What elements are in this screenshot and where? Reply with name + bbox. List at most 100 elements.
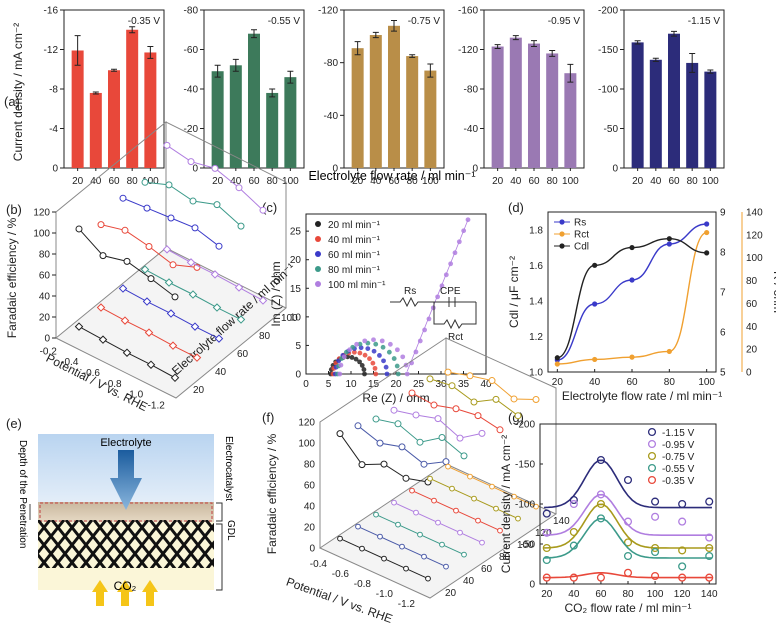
f-point <box>532 396 540 403</box>
b-point <box>120 316 130 325</box>
c-point <box>395 371 401 377</box>
a1-bar <box>144 52 157 168</box>
b-point <box>188 290 198 299</box>
f-xtick-label: -1.2 <box>398 599 416 610</box>
b-point <box>123 257 131 265</box>
g-point <box>623 517 633 526</box>
gdl-fiber <box>205 557 214 568</box>
b-point <box>235 184 243 192</box>
g-ylabel: Current density / mA cm⁻² <box>499 435 513 573</box>
b-xtick-label: -0.8 <box>104 379 122 390</box>
g-point <box>596 499 605 509</box>
layer-brackets <box>216 502 223 591</box>
a2-xtick-label: 80 <box>267 176 279 187</box>
g-legend-label: -1.15 V <box>662 428 695 439</box>
f-point-bottom <box>435 519 441 526</box>
d-ytick-label-left: 1.6 <box>529 261 543 272</box>
a4-ytick-label: -80 <box>464 85 479 96</box>
panel-label-b: (b) <box>6 202 22 217</box>
a5-errorbar <box>689 52 696 73</box>
d-point <box>666 236 672 242</box>
g-point <box>596 455 605 465</box>
d-ytick-label-blue: 8 <box>720 248 726 259</box>
b-ztick-label: 0 <box>44 334 50 345</box>
a2-ytick-label: 0 <box>192 164 198 175</box>
b-point <box>121 226 129 234</box>
a5-errorbar <box>634 40 641 45</box>
f-point-bottom <box>395 521 401 528</box>
c-legend-marker <box>315 266 321 272</box>
f-point-bottom <box>403 565 409 572</box>
f-point <box>394 420 402 428</box>
b-xtick-label: -1.2 <box>148 400 166 411</box>
b-point <box>169 261 177 269</box>
d-point <box>592 301 598 307</box>
f-point <box>444 368 452 376</box>
g-point <box>542 509 551 518</box>
f-point-bottom <box>457 529 463 536</box>
f-ytick-label: 100 <box>517 540 534 551</box>
a1-bar <box>71 50 84 168</box>
a1-xtick-label: 100 <box>142 176 159 187</box>
a5-bar <box>631 42 644 168</box>
a5-bar <box>686 62 699 168</box>
a5-xtick-label: 80 <box>687 176 699 187</box>
b-point <box>215 242 223 250</box>
c-point <box>349 355 355 360</box>
f-point-bottom <box>413 509 419 516</box>
g-point <box>651 497 660 506</box>
c-point <box>373 371 379 377</box>
g-point <box>542 555 551 565</box>
b-point <box>168 341 178 350</box>
d-ytick-label-orange: 100 <box>746 253 763 264</box>
f-xtick-label: -0.4 <box>310 559 328 570</box>
electrocatalyst-label: Electrocatalyst <box>223 436 234 501</box>
g-xtick-label: 40 <box>568 589 580 600</box>
a5-xtick-label: 20 <box>632 176 644 187</box>
a4-errorbar <box>494 44 501 50</box>
g-point <box>678 517 687 526</box>
b-point <box>140 265 150 274</box>
a2-xtick-label: 40 <box>230 176 242 187</box>
b-point <box>190 322 200 331</box>
c-point <box>338 362 344 368</box>
d-legend-marker <box>559 219 565 225</box>
f-point-bottom <box>381 555 387 562</box>
f-point-bottom <box>399 543 405 550</box>
b-point <box>191 224 199 232</box>
d-legend-label: Rct <box>574 230 589 241</box>
f-xtick-label: -0.8 <box>354 579 372 590</box>
c-point <box>383 364 389 370</box>
f-point <box>380 460 388 468</box>
f-xtick-label: -1.0 <box>376 589 394 600</box>
f-point <box>416 438 424 446</box>
a3-xtick-label: 80 <box>407 176 419 187</box>
c-point <box>359 363 365 368</box>
f-xtick-label: -0.6 <box>332 569 350 580</box>
d-ytick-label-blue: 5 <box>720 368 726 379</box>
c-point <box>341 354 347 360</box>
f-point <box>460 452 468 460</box>
d-ytick-label-orange: 140 <box>746 208 763 219</box>
d-point <box>704 250 710 256</box>
d-ytick-label-blue: 6 <box>720 328 726 339</box>
b-point <box>119 194 127 202</box>
a2-ytick-label: -20 <box>184 124 199 135</box>
a4-errorbar <box>531 40 537 48</box>
f-point-bottom <box>497 527 503 534</box>
b-point <box>75 225 83 233</box>
c-point <box>347 347 353 353</box>
a3-errorbar <box>372 31 379 39</box>
c-point <box>362 371 367 377</box>
b-point <box>258 296 268 305</box>
a2-bar <box>284 77 297 168</box>
f-point-bottom <box>475 517 481 524</box>
a-ylabel: Current density / mA cm⁻² <box>11 23 25 161</box>
a1-potential-label: -0.35 V <box>128 16 161 27</box>
a3-errorbar <box>391 20 397 32</box>
b-point <box>189 197 197 205</box>
b-ztick-label: 60 <box>39 271 51 282</box>
f-point-bottom <box>461 551 467 558</box>
g-xlabel: CO₂ flow rate / ml min⁻¹ <box>564 601 691 615</box>
g-point <box>678 546 687 555</box>
